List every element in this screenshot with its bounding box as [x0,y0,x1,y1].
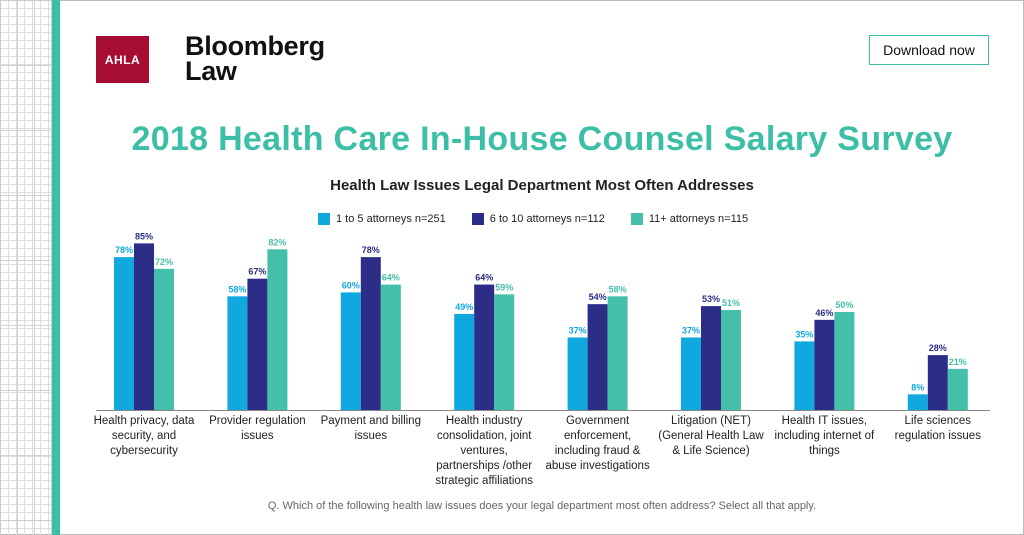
data-label: 46% [815,308,833,318]
bar [794,341,815,410]
data-label: 64% [475,273,493,283]
logo-line2: Law [185,56,237,86]
category-label: Provider regulation issues [209,415,306,442]
download-label: Download now [883,42,975,58]
bar [494,294,515,410]
legend-label: 11+ attorneys n=115 [648,213,749,225]
bar [474,284,495,410]
legend-swatch [318,213,330,225]
data-label: 49% [455,302,473,312]
bar [947,368,968,410]
ahla-logo: AHLA [96,36,149,83]
bar [587,304,608,410]
bar [114,257,134,410]
data-label: 85% [135,231,153,241]
data-label: 53% [702,294,720,304]
legend: 1 to 5 attorneys n=251 6 to 10 attorneys … [318,213,748,225]
page-title: 2018 Health Care In-House Counsel Salary… [131,120,953,158]
data-label: 64% [382,273,400,283]
data-label: 67% [248,267,266,277]
bar [247,278,268,410]
bar [814,319,835,410]
data-label: 58% [228,284,246,294]
decorative-grid-major [0,0,52,535]
bar [721,310,741,410]
legend-label: 1 to 5 attorneys n=251 [336,213,446,225]
data-label: 37% [682,325,700,335]
download-now-button[interactable]: Download now [869,35,989,65]
data-label: 28% [929,343,947,353]
legend-item: 11+ attorneys n=115 [630,213,749,225]
data-label: 54% [589,292,607,302]
bar [267,249,288,410]
data-label: 59% [495,282,513,292]
data-label: 82% [268,237,286,247]
accent-bar [52,0,60,535]
bar [380,284,401,410]
bar [681,337,701,410]
category-label: Payment and billing issues [320,415,421,442]
legend-item: 6 to 10 attorneys n=112 [471,213,605,225]
category-label: Government enforcement, including fraud … [545,415,650,472]
data-label: 78% [115,245,133,255]
legend-label: 6 to 10 attorneys n=112 [489,213,605,225]
bar [227,296,248,410]
data-label: 78% [362,245,380,255]
category-label: Health IT issues, including internet of … [774,415,875,457]
bar [567,337,588,410]
bar [154,268,174,410]
bar [454,313,475,410]
bar [907,394,928,410]
data-label: 60% [342,280,360,290]
bar [134,243,154,410]
data-label: 50% [835,300,853,310]
category-label: Life sciences regulation issues [894,415,981,442]
ahla-logo-text: AHLA [104,52,141,67]
data-label: 72% [155,257,173,267]
legend-item: 1 to 5 attorneys n=251 [318,213,446,225]
legend-swatch [630,213,643,225]
logo-line1: Bloomberg [185,31,325,61]
bar [340,292,361,410]
data-label: 37% [569,325,587,335]
footnote: Q. Which of the following health law iss… [267,500,817,512]
bar [834,312,855,410]
bloomberg-law-logo: Bloomberg Law [185,31,325,86]
category-label: Litigation (NET) (General Health Law & L… [658,415,764,457]
bar [607,296,628,410]
category-label: Health industry consolidation, joint ven… [435,415,533,487]
data-label: 8% [911,382,924,392]
category-label: Health privacy, data security, and cyber… [93,415,195,457]
data-label: 21% [949,357,967,367]
bar [701,306,721,410]
legend-swatch [471,213,484,225]
chart-title: Health Law Issues Legal Department Most … [330,177,754,194]
data-label: 58% [609,284,627,294]
data-label: 51% [722,298,740,308]
data-label: 35% [795,329,813,339]
bar [360,257,381,410]
bar [927,355,948,410]
